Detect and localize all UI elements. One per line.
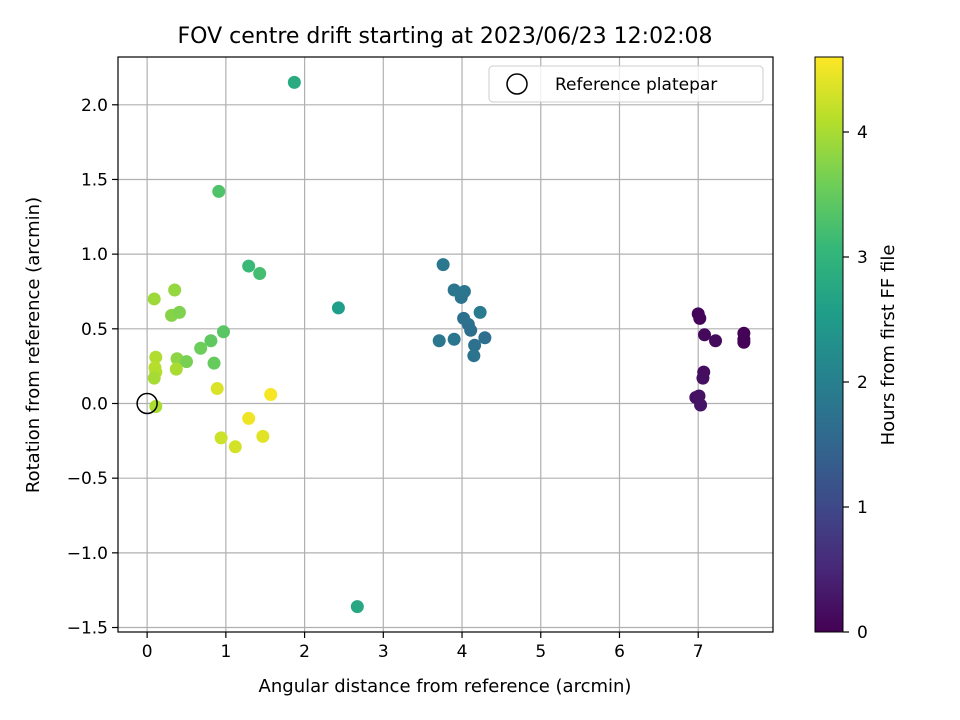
chart-title: FOV centre drift starting at 2023/06/23 … bbox=[178, 24, 713, 49]
scatter-point bbox=[172, 305, 186, 319]
x-tick-label: 6 bbox=[614, 642, 625, 662]
colorbar-tick-label: 2 bbox=[857, 373, 868, 393]
scatter-point bbox=[242, 259, 256, 273]
x-axis-ticks: 0 1 2 3 4 5 6 7 bbox=[142, 632, 704, 662]
scatter-point bbox=[693, 311, 707, 325]
legend-label: Reference platepar bbox=[555, 75, 717, 95]
scatter-point bbox=[694, 398, 708, 412]
scatter-point bbox=[264, 388, 278, 402]
scatter-point bbox=[212, 184, 226, 198]
y-tick-label: 2.0 bbox=[81, 96, 108, 116]
scatter-point bbox=[467, 349, 481, 363]
colorbar: 0 1 2 3 4 Hours from first FF file bbox=[814, 56, 899, 643]
scatter-point bbox=[242, 411, 256, 425]
scatter-point bbox=[432, 334, 446, 348]
scatter-point bbox=[168, 283, 182, 297]
scatter-points bbox=[147, 75, 751, 614]
scatter-point bbox=[473, 305, 487, 319]
y-tick-label: 0.0 bbox=[81, 394, 108, 414]
y-tick-label: −1.5 bbox=[67, 619, 108, 639]
scatter-point bbox=[214, 431, 228, 445]
y-tick-label: 1.5 bbox=[81, 170, 108, 190]
scatter-point bbox=[696, 371, 710, 385]
scatter-point bbox=[194, 341, 208, 355]
x-tick-label: 5 bbox=[535, 642, 546, 662]
scatter-point bbox=[350, 600, 364, 614]
colorbar-label: Hours from first FF file bbox=[878, 245, 899, 446]
scatter-point bbox=[253, 267, 267, 281]
scatter-point bbox=[169, 362, 183, 376]
colorbar-gradient bbox=[814, 56, 844, 633]
y-axis-label: Rotation from reference (arcmin) bbox=[23, 197, 44, 493]
grid-lines bbox=[118, 57, 773, 632]
x-tick-label: 2 bbox=[299, 642, 310, 662]
legend: Reference platepar bbox=[488, 65, 764, 103]
scatter-point bbox=[149, 399, 163, 413]
scatter-point bbox=[179, 355, 193, 369]
scatter-point bbox=[216, 325, 230, 339]
x-tick-label: 1 bbox=[220, 642, 231, 662]
plot-area: 0 1 2 3 4 5 6 7 −1.5 −1.0 −0.5 0.0 0.5 1.0 1.5 2.0 bbox=[67, 56, 774, 662]
plot-frame bbox=[117, 56, 774, 633]
x-tick-label: 7 bbox=[693, 642, 704, 662]
scatter-point bbox=[149, 350, 163, 364]
x-tick-label: 3 bbox=[378, 642, 389, 662]
colorbar-tick-label: 4 bbox=[857, 123, 868, 143]
colorbar-tick-label: 1 bbox=[857, 498, 868, 518]
legend-marker-icon bbox=[506, 73, 528, 95]
scatter-point bbox=[447, 332, 461, 346]
scatter-point bbox=[709, 334, 723, 348]
scatter-point bbox=[698, 328, 712, 342]
y-axis-ticks: −1.5 −1.0 −0.5 0.0 0.5 1.0 1.5 2.0 bbox=[67, 96, 118, 639]
x-tick-label: 0 bbox=[142, 642, 153, 662]
scatter-point bbox=[464, 323, 478, 337]
scatter-point bbox=[737, 335, 751, 349]
scatter-point bbox=[468, 338, 482, 352]
colorbar-tick-label: 3 bbox=[857, 248, 868, 268]
y-tick-label: 0.5 bbox=[81, 320, 108, 340]
x-axis-label: Angular distance from reference (arcmin) bbox=[259, 676, 632, 697]
scatter-point bbox=[436, 258, 450, 272]
scatter-point bbox=[256, 429, 270, 443]
scatter-point bbox=[331, 301, 345, 315]
scatter-point bbox=[457, 284, 471, 298]
legend-box bbox=[488, 65, 764, 103]
scatter-point bbox=[478, 331, 492, 345]
scatter-point bbox=[204, 334, 218, 348]
colorbar-tick-label: 0 bbox=[857, 623, 868, 643]
scatter-point bbox=[147, 371, 161, 385]
y-tick-label: −0.5 bbox=[67, 469, 108, 489]
scatter-point bbox=[207, 356, 221, 370]
colorbar-ticks: 0 1 2 3 4 bbox=[843, 123, 868, 643]
x-tick-label: 4 bbox=[457, 642, 468, 662]
scatter-point bbox=[287, 75, 301, 89]
y-tick-label: 1.0 bbox=[81, 245, 108, 265]
y-tick-label: −1.0 bbox=[67, 544, 108, 564]
scatter-point bbox=[147, 292, 161, 306]
plot-background bbox=[118, 57, 773, 632]
reference-platepar-marker bbox=[136, 392, 158, 415]
scatter-point bbox=[210, 382, 224, 396]
scatter-point bbox=[228, 440, 242, 454]
